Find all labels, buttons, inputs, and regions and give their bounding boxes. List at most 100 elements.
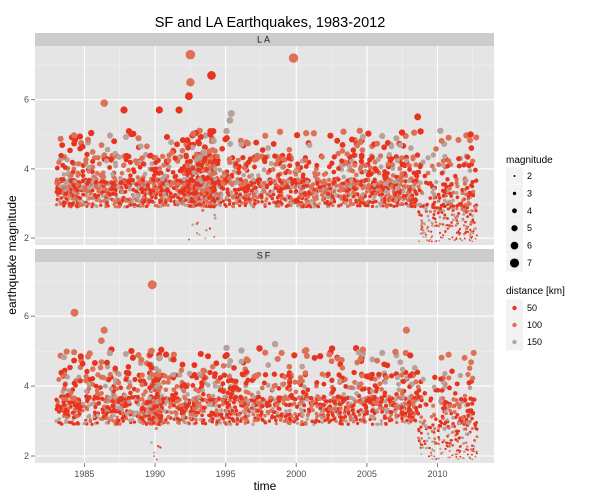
data-point xyxy=(469,232,472,236)
data-point xyxy=(419,443,423,446)
data-point xyxy=(156,354,163,361)
data-point xyxy=(200,168,206,174)
data-point xyxy=(141,204,145,208)
data-point xyxy=(295,197,299,202)
data-point xyxy=(472,229,475,233)
data-point xyxy=(74,187,79,192)
data-point xyxy=(139,181,144,186)
data-point xyxy=(84,136,92,143)
data-point xyxy=(277,178,282,183)
data-point xyxy=(226,157,232,163)
data-point xyxy=(314,194,319,198)
data-point xyxy=(197,133,204,141)
data-point xyxy=(363,163,368,169)
data-point xyxy=(458,227,462,231)
data-point xyxy=(451,224,454,228)
data-point xyxy=(240,416,245,421)
data-point xyxy=(231,400,236,405)
data-point xyxy=(440,158,446,164)
scatter-points-sf xyxy=(54,280,479,461)
data-point xyxy=(446,207,450,211)
facet-strip-la xyxy=(35,33,494,46)
data-point xyxy=(422,173,428,179)
data-point xyxy=(332,189,337,194)
data-point xyxy=(239,396,244,401)
data-point xyxy=(263,202,267,207)
data-point xyxy=(449,238,451,241)
data-point xyxy=(132,195,136,200)
data-point xyxy=(223,344,230,352)
data-point xyxy=(337,183,342,188)
data-point xyxy=(179,383,185,389)
data-point xyxy=(107,395,113,400)
data-point xyxy=(179,137,186,144)
data-point xyxy=(276,128,284,135)
data-point xyxy=(61,177,66,182)
data-point xyxy=(470,375,476,381)
data-point xyxy=(305,180,310,185)
data-point xyxy=(252,164,257,170)
data-point xyxy=(419,232,422,235)
data-point xyxy=(196,140,203,147)
data-point xyxy=(99,417,103,421)
data-point xyxy=(375,408,379,413)
data-point xyxy=(238,141,245,148)
data-point xyxy=(286,179,291,184)
data-point xyxy=(211,189,216,194)
data-point xyxy=(294,189,299,193)
data-point xyxy=(246,183,251,188)
data-point xyxy=(456,156,462,162)
data-point xyxy=(138,357,145,363)
data-point xyxy=(311,354,318,361)
data-point xyxy=(375,422,379,426)
data-point xyxy=(164,418,168,422)
data-point xyxy=(247,197,251,201)
data-point xyxy=(437,438,441,441)
data-point xyxy=(399,372,405,378)
data-point xyxy=(468,202,472,206)
data-point xyxy=(388,373,395,379)
data-point xyxy=(229,190,234,195)
data-point xyxy=(103,180,109,185)
data-point xyxy=(321,172,327,177)
data-point xyxy=(112,160,118,166)
data-point xyxy=(326,413,330,417)
data-point xyxy=(184,203,189,207)
data-point xyxy=(57,135,64,142)
data-point xyxy=(446,217,449,220)
data-point xyxy=(209,147,216,153)
data-point xyxy=(56,159,62,165)
data-point xyxy=(348,192,353,197)
data-point xyxy=(80,401,86,406)
data-point xyxy=(201,421,205,425)
data-point xyxy=(159,196,164,200)
data-point xyxy=(462,205,466,209)
data-point xyxy=(244,179,249,185)
data-point xyxy=(207,71,216,80)
data-point xyxy=(401,189,406,194)
data-point xyxy=(301,422,305,426)
data-point xyxy=(418,404,423,409)
data-point xyxy=(351,420,356,424)
data-point xyxy=(293,389,299,395)
data-point xyxy=(320,420,324,424)
data-point xyxy=(223,177,228,183)
data-point xyxy=(424,208,428,212)
data-point xyxy=(144,422,149,426)
data-point xyxy=(57,420,61,425)
data-point xyxy=(142,171,148,177)
data-point xyxy=(78,407,82,412)
data-point xyxy=(426,432,430,436)
data-point xyxy=(390,165,396,171)
data-point xyxy=(408,408,413,413)
data-point xyxy=(438,215,442,219)
data-point xyxy=(148,371,155,377)
data-point xyxy=(331,396,337,401)
data-point xyxy=(364,374,371,380)
data-point xyxy=(135,352,142,359)
data-point xyxy=(93,383,99,389)
data-point xyxy=(446,227,449,230)
data-point xyxy=(261,380,267,386)
data-point xyxy=(470,401,475,406)
data-point xyxy=(303,164,309,169)
